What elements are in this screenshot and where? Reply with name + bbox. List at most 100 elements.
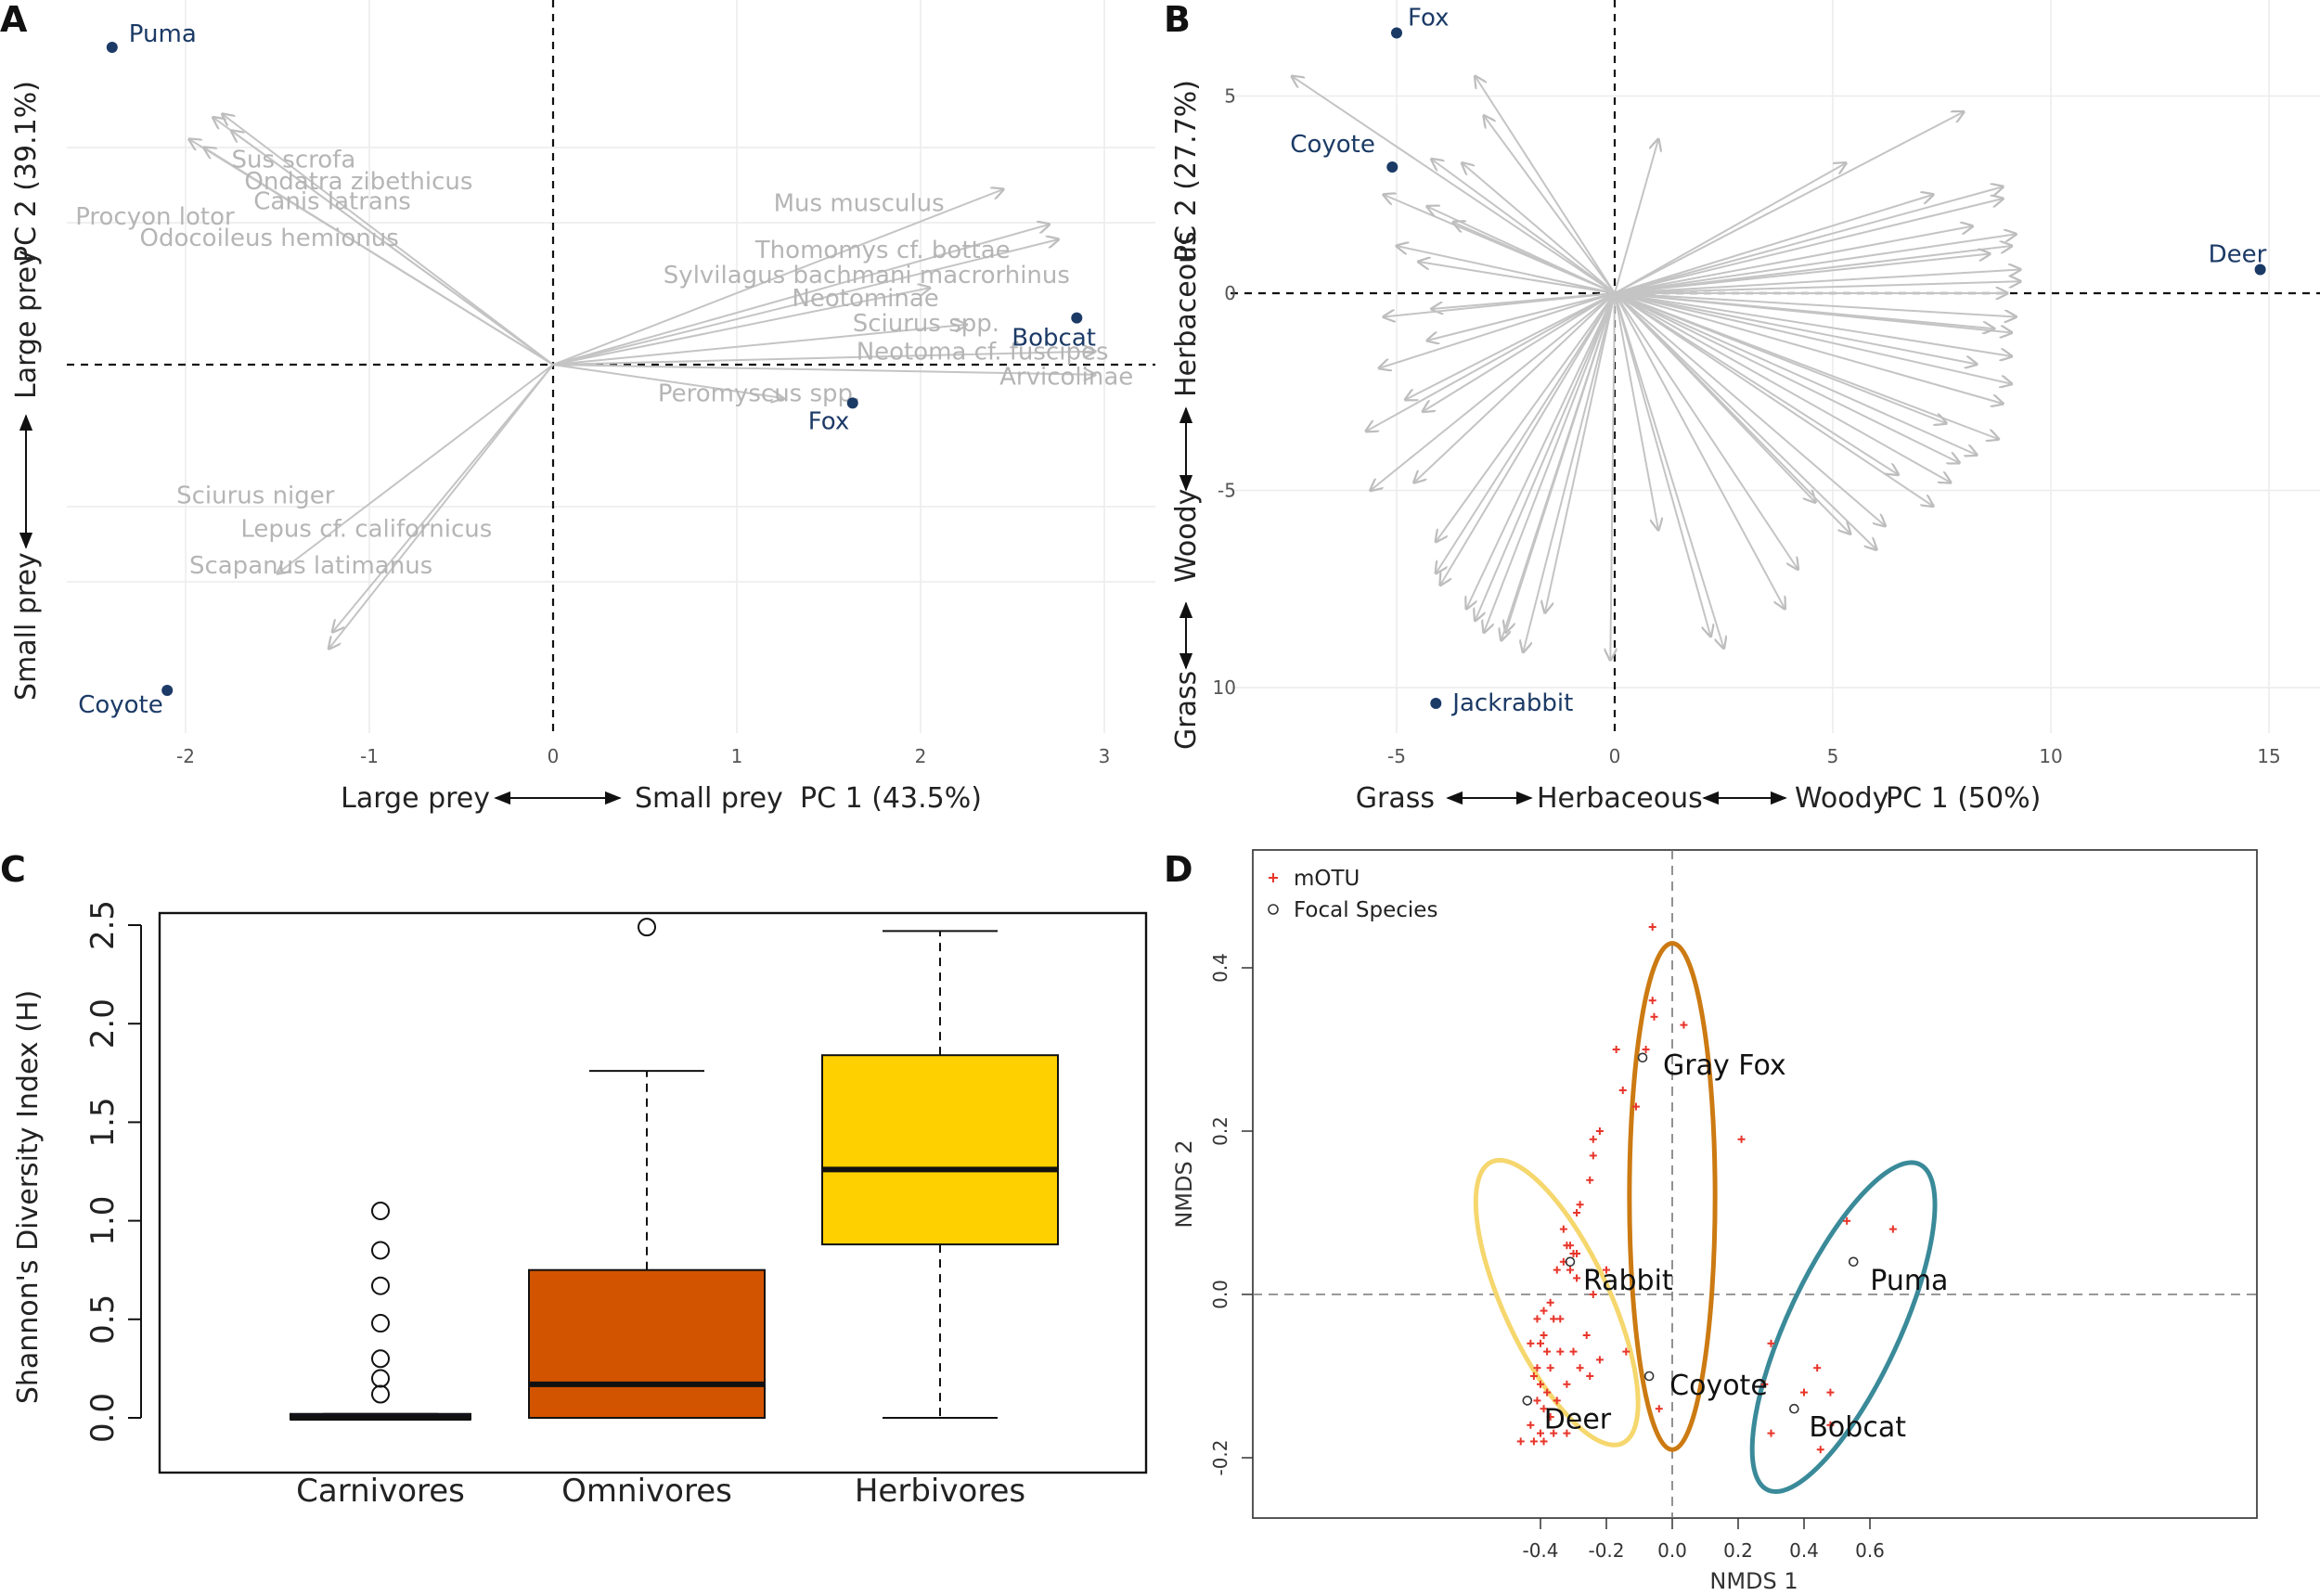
loading-label-scapanus-latimanus: Scapanus latimanus [189, 552, 432, 580]
legend-motu-label: mOTU [1294, 867, 1360, 891]
loading-arrow-scapanus-latimanus [329, 364, 554, 649]
loading-arrow [1405, 292, 1616, 400]
panel-d-axes: -0.4 -0.2 0.0 0.2 0.4 0.6 -0.2 0.0 0.2 0.4 [1209, 850, 2257, 1562]
motu-point [1767, 1429, 1775, 1437]
loading-arrow [1427, 292, 1616, 341]
motu-point [1540, 1437, 1548, 1446]
loading-arrow [1379, 292, 1616, 368]
motu-point [1527, 1421, 1535, 1429]
loading-arrow [1440, 292, 1616, 586]
carnivores-outlier [371, 1369, 390, 1388]
panel-d: D -0.4 -0.2 0.0 0.2 0.4 0.6 -0.2 0.0 0.2 0.4 Gray… [1164, 849, 2258, 1594]
loading-arrow [1610, 292, 1615, 660]
motu-point [1586, 1176, 1594, 1184]
x-tick-label: 2 [915, 745, 927, 767]
y-tick-label: 10 [1213, 676, 1236, 699]
panel-d-letter: D [1164, 849, 1193, 890]
loading-label-arvicolinae: Arvicolinae [999, 364, 1133, 392]
panel-a-xlabel-left: Large prey [341, 782, 490, 815]
x-tick-label: -1 [360, 745, 379, 767]
motu-point [1553, 1266, 1561, 1274]
loading-arrow [1614, 112, 1964, 294]
motu-point [1603, 1266, 1610, 1274]
motu-point [1612, 1046, 1620, 1053]
loading-arrow [1614, 292, 1798, 570]
point-label-bobcat: Bobcat [1012, 325, 1096, 353]
loading-label-sylvilagus-bachmani-macrorhinus: Sylvilagus bachmani macrorhinus [664, 262, 1070, 290]
motu-point [1566, 1266, 1574, 1274]
panel-d-xlabel: NMDS 1 [1709, 1568, 1798, 1594]
motu-point [1595, 1356, 1604, 1364]
loading-arrow [1614, 292, 1946, 423]
motu-point [1529, 1437, 1538, 1446]
loading-arrow-sus-scrofa [223, 114, 554, 366]
motu-point [1546, 1364, 1554, 1372]
loading-arrow [1502, 292, 1616, 640]
motu-point [1595, 1127, 1604, 1135]
loading-arrow [1614, 187, 2003, 294]
loading-arrow [1484, 116, 1616, 294]
panel-c-y-axis: 0.0 0.5 1.0 1.5 2.0 2.5 [84, 900, 142, 1443]
motu-point [1537, 1339, 1544, 1347]
motu-point [1767, 1339, 1775, 1347]
point-puma [106, 42, 118, 53]
y-tick-label: 0.4 [1209, 953, 1231, 983]
motu-point [1527, 1339, 1535, 1347]
loading-label-sciurus-spp: Sciurus spp. [853, 310, 999, 338]
loading-arrow [1484, 292, 1616, 633]
loading-label-sciurus-niger: Sciurus niger [176, 482, 335, 509]
panel-a-ylabel-bottom: Small prey [10, 552, 43, 701]
panel-d-motu-points [1516, 923, 1897, 1454]
motu-point [1553, 1396, 1561, 1405]
panel-c: C 0.0 0.5 1.0 1.5 2.0 2.5 Carnivores Omnivores… [0, 849, 1148, 1510]
loading-arrow [1614, 199, 2003, 294]
motu-point [1631, 1102, 1640, 1111]
loading-arrow [1453, 223, 1616, 294]
point-fox [846, 397, 858, 409]
panel-a-points: Puma Coyote Bobcat Fox [78, 20, 1096, 719]
panel-b-loadings [1292, 76, 2020, 660]
motu-point [1826, 1388, 1835, 1396]
point-jackrabbit [1430, 698, 1442, 709]
panel-a-ylabel-top: Large prey [10, 250, 43, 399]
motu-point [1540, 1332, 1548, 1339]
loading-arrow [1614, 292, 1658, 530]
rabbit-deer-ellipse [1473, 1157, 1641, 1448]
loading-arrow-arvicolinae [552, 364, 1095, 375]
panel-a-loadings [189, 114, 1095, 649]
motu-point [1622, 1347, 1630, 1356]
loading-label-mus-musculus: Mus musculus [774, 189, 945, 217]
x-tick-label: 0 [1609, 745, 1621, 767]
legend-focal-label: Focal Species [1294, 898, 1437, 922]
loading-arrow [1384, 292, 1616, 317]
motu-point [1569, 1347, 1578, 1356]
herbivores-box [821, 1054, 1059, 1246]
panel-b-points: Fox Coyote Deer Jackrabbit [1290, 5, 2266, 718]
panel-c-boxes [290, 918, 1059, 1421]
loading-arrow [1614, 292, 2012, 384]
loading-arrow [1614, 292, 1850, 534]
x-tick-label: 0.6 [1855, 1539, 1885, 1562]
panel-d-legend: mOTU Focal Species [1268, 867, 1437, 922]
x-tick-label: 1 [731, 745, 743, 767]
y-tick-label: 1.5 [84, 1097, 122, 1147]
panel-c-x-ticks: Carnivores Omnivores Herbivores [296, 1473, 1025, 1510]
motu-point [1589, 1152, 1597, 1160]
motu-point [1533, 1396, 1541, 1405]
motu-point [1540, 1405, 1548, 1413]
loading-label-thomomys-cf-bottae: Thomomys cf. bottae [754, 237, 1011, 264]
x-tick-label: 0.2 [1723, 1539, 1753, 1562]
panel-c-frame [158, 911, 1148, 1474]
loading-arrow [1614, 292, 1994, 328]
panel-a-grid [67, 0, 1155, 733]
focal-label-gray-fox: Gray Fox [1663, 1049, 1786, 1082]
x-tick-label: 3 [1099, 745, 1111, 767]
motu-point [1826, 1421, 1835, 1429]
loading-arrow [1614, 292, 2003, 404]
point-label-coyote: Coyote [78, 691, 163, 719]
focal-point-rabbit [1565, 1256, 1576, 1268]
motu-point [1533, 1364, 1541, 1372]
x-tick-label: 0.4 [1789, 1539, 1819, 1562]
panel-b-ylabel-bottom: Grass [1170, 671, 1203, 750]
x-tick-label: 0 [548, 745, 560, 767]
